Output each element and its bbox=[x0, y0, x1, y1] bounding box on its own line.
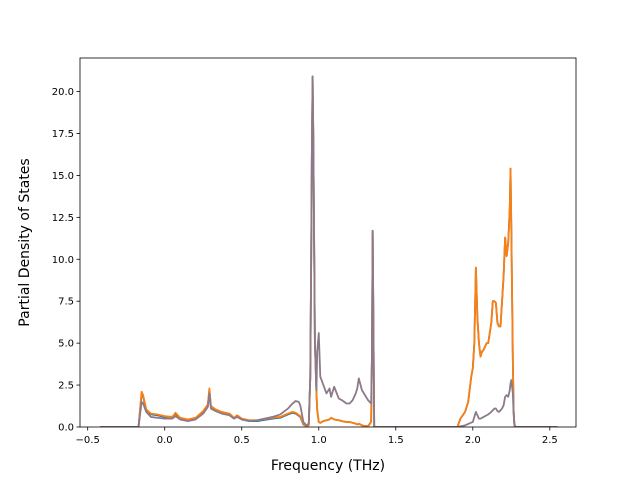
x-tick-label: 0.5 bbox=[234, 435, 250, 446]
y-axis-label: Partial Density of States bbox=[17, 158, 33, 326]
x-axis-label: Frequency (THz) bbox=[271, 458, 385, 474]
axes-frame bbox=[79, 57, 577, 428]
y-tick-label: 2.5 bbox=[58, 381, 74, 392]
x-tick-label: 0.0 bbox=[157, 435, 173, 446]
plot-area bbox=[80, 58, 576, 427]
ticks-layer: −0.5 0.0 0.5 1.0 1.5 2.0 2.50.02.55.07.510.012… bbox=[52, 87, 558, 446]
x-tick-label: 1.0 bbox=[311, 435, 327, 446]
series-line-2 bbox=[100, 75, 558, 427]
y-tick-label: 7.5 bbox=[58, 297, 74, 308]
y-tick-label: 5.0 bbox=[58, 339, 74, 350]
y-tick-label: 10.0 bbox=[52, 255, 74, 266]
y-tick-label: 15.0 bbox=[52, 171, 74, 182]
y-tick-label: 20.0 bbox=[52, 87, 74, 98]
y-tick-label: 17.5 bbox=[52, 129, 74, 140]
y-tick-label: 12.5 bbox=[52, 213, 74, 224]
x-tick-label: 2.0 bbox=[465, 435, 481, 446]
x-tick-label: 1.5 bbox=[388, 435, 404, 446]
series-line-3 bbox=[100, 75, 558, 427]
series-layer bbox=[100, 75, 558, 427]
x-tick-label: −0.5 bbox=[76, 435, 100, 446]
x-tick-label: 2.5 bbox=[542, 435, 558, 446]
y-tick-label: 0.0 bbox=[58, 423, 74, 434]
